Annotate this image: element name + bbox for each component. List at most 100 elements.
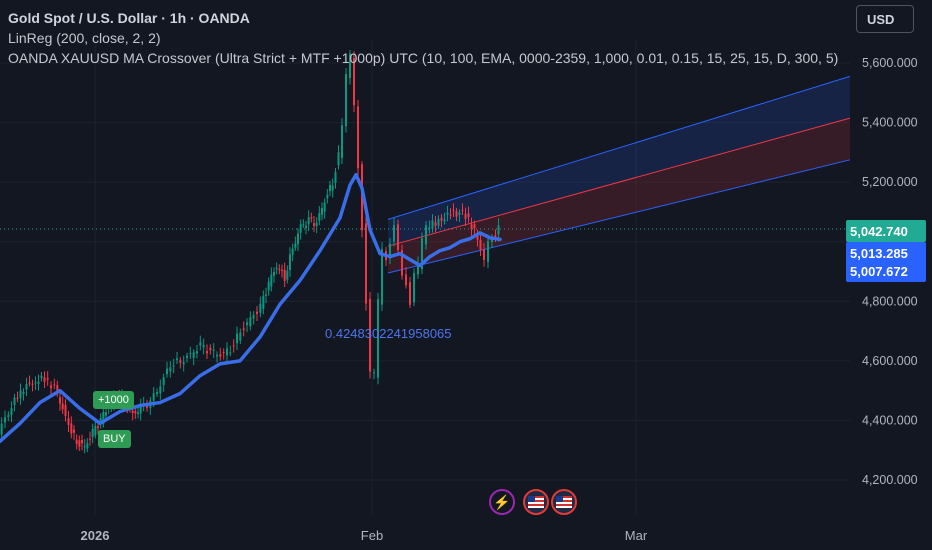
price-candle: [449, 214, 452, 216]
price-candle: [22, 391, 25, 394]
price-candle: [437, 218, 440, 226]
price-candle: [212, 349, 215, 351]
price-candle: [455, 210, 458, 217]
symbol-title[interactable]: Gold Spot / U.S. Dollar · 1h · OANDA: [8, 10, 250, 26]
price-candle: [470, 224, 473, 229]
linreg-price-badge: 5,007.672: [846, 260, 926, 282]
price-axis-label: 5,200.000: [862, 175, 918, 189]
price-candle: [259, 303, 262, 313]
price-candle: [443, 219, 446, 222]
time-axis-label: Mar: [625, 528, 648, 543]
price-candle: [369, 298, 371, 372]
price-candle: [357, 106, 359, 169]
price-candle: [43, 377, 46, 382]
last-price-badge: 5,042.740: [846, 220, 926, 242]
price-candle: [401, 250, 403, 276]
price-candle: [4, 417, 6, 423]
price-candle: [152, 393, 155, 401]
price-candle: [239, 332, 242, 341]
price-candle: [464, 214, 467, 219]
price-candle: [37, 381, 40, 384]
price-candle: [53, 384, 56, 386]
price-candle: [487, 241, 489, 262]
price-candle: [169, 367, 172, 372]
price-candle: [222, 351, 225, 353]
currency-button[interactable]: USD: [856, 5, 914, 33]
price-candle: [16, 397, 19, 399]
ma-price-badge: 5,013.285: [846, 242, 926, 264]
price-candle: [428, 227, 431, 229]
us-flag-icon[interactable]: [523, 489, 549, 515]
price-candle: [226, 348, 228, 356]
price-candle: [249, 317, 252, 327]
price-candle: [297, 233, 299, 245]
price-candle: [289, 254, 291, 271]
linreg-lower-line: [387, 159, 851, 274]
price-candle: [473, 224, 476, 229]
price-candle: [202, 345, 205, 348]
price-candle: [329, 185, 331, 192]
price-candle: [56, 384, 59, 392]
price-candle: [446, 212, 449, 215]
price-candle: [417, 263, 419, 275]
price-candle: [99, 418, 102, 422]
lightning-icon[interactable]: ⚡: [489, 489, 515, 515]
price-candle: [189, 353, 192, 355]
price-candle: [25, 383, 28, 390]
price-candle: [139, 404, 142, 414]
price-candle: [497, 225, 500, 235]
price-candle: [219, 354, 222, 357]
price-candle: [262, 296, 265, 309]
price-candle: [166, 368, 168, 375]
price-axis-label: 5,400.000: [862, 116, 918, 130]
price-candle: [73, 429, 75, 433]
price-candle: [302, 224, 305, 226]
price-candle: [146, 405, 148, 409]
price-candle: [159, 386, 162, 394]
price-candle: [334, 172, 337, 183]
price-candle: [452, 209, 455, 211]
price-candle: [131, 410, 134, 414]
us-flag-icon[interactable]: [551, 489, 577, 515]
price-candle: [307, 217, 310, 225]
price-candle: [294, 243, 297, 248]
price-candle: [209, 347, 212, 351]
price-candle: [105, 412, 107, 416]
price-candle: [28, 382, 31, 384]
indicator-linreg-legend[interactable]: LinReg (200, close, 2, 2): [8, 30, 161, 46]
price-candle: [479, 239, 482, 250]
price-candle: [283, 269, 286, 281]
price-candle: [267, 282, 270, 291]
price-candle: [278, 269, 281, 271]
price-candle: [310, 217, 313, 219]
price-candle: [232, 345, 235, 347]
price-candle: [491, 238, 493, 242]
price-axis-label: 4,200.000: [862, 473, 918, 487]
price-candle: [46, 378, 49, 380]
price-candle: [7, 414, 10, 418]
price-candle: [236, 333, 238, 344]
price-candle: [281, 269, 283, 271]
price-candle: [431, 220, 434, 229]
price-candle: [34, 382, 37, 384]
price-candle: [397, 224, 399, 251]
linreg-lower-band: [388, 118, 850, 273]
price-candle: [94, 425, 97, 436]
price-candle: [409, 282, 411, 305]
price-candle: [252, 315, 255, 319]
price-candle: [321, 208, 323, 215]
price-candle: [313, 223, 315, 227]
indicator-ma-crossover-legend[interactable]: OANDA XAUUSD MA Crossover (Ultra Strict …: [8, 50, 839, 66]
price-axis-label: 4,600.000: [862, 354, 918, 368]
price-candle: [102, 411, 105, 424]
price-candle: [318, 213, 321, 221]
price-candle: [81, 439, 83, 444]
price-candle: [275, 267, 278, 269]
price-candle: [216, 354, 218, 357]
price-axis-label: 4,400.000: [862, 413, 918, 427]
price-candle: [0, 423, 3, 435]
price-candle: [19, 390, 22, 398]
price-candle: [440, 217, 443, 221]
